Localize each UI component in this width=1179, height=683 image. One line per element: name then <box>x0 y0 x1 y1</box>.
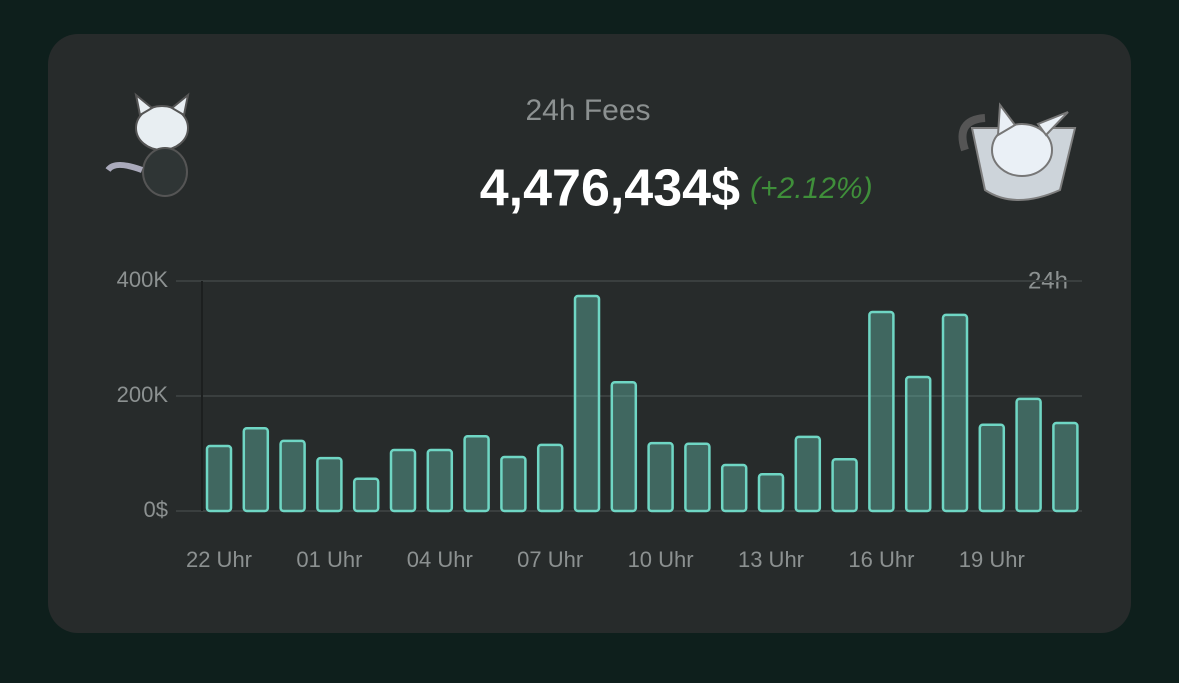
bar <box>941 313 969 513</box>
bar <box>757 472 785 513</box>
y-tick-label: 0$ <box>144 497 168 522</box>
x-tick-label: 19 Uhr <box>959 547 1025 572</box>
bar <box>720 463 748 513</box>
bar <box>279 439 306 513</box>
bar <box>500 455 527 513</box>
card <box>48 34 1131 633</box>
cat-left <box>105 92 190 197</box>
bar <box>352 477 380 513</box>
bar <box>316 456 343 513</box>
x-tick-label: 10 Uhr <box>628 547 694 572</box>
y-tick-label: 400K <box>117 267 169 292</box>
cat-right <box>958 102 1077 201</box>
x-tick-label: 13 Uhr <box>738 547 804 572</box>
bar <box>463 435 490 513</box>
bar <box>904 375 932 513</box>
x-tick-label: 04 Uhr <box>407 547 473 572</box>
bar <box>426 448 454 513</box>
bar <box>868 310 895 513</box>
x-tick-label: 22 Uhr <box>186 547 252 572</box>
bar <box>389 448 417 513</box>
bar <box>647 441 674 513</box>
bar <box>536 443 564 513</box>
bar <box>978 423 1006 513</box>
change-value: (+2.12%) <box>750 172 873 205</box>
chart-title: 24h Fees <box>525 94 650 127</box>
bar <box>1015 397 1042 513</box>
x-tick-label: 01 Uhr <box>296 547 362 572</box>
total-value: 4,476,434$ <box>480 160 740 218</box>
bar <box>1052 421 1079 513</box>
bar <box>205 444 233 513</box>
bar <box>831 458 858 513</box>
bar <box>573 294 601 513</box>
y-tick-label: 200K <box>117 382 169 407</box>
x-tick-label: 07 Uhr <box>517 547 583 572</box>
bar <box>242 426 270 513</box>
x-tick-label: 16 Uhr <box>848 547 914 572</box>
bar <box>684 442 711 513</box>
bar <box>794 435 822 513</box>
bar <box>610 380 638 513</box>
